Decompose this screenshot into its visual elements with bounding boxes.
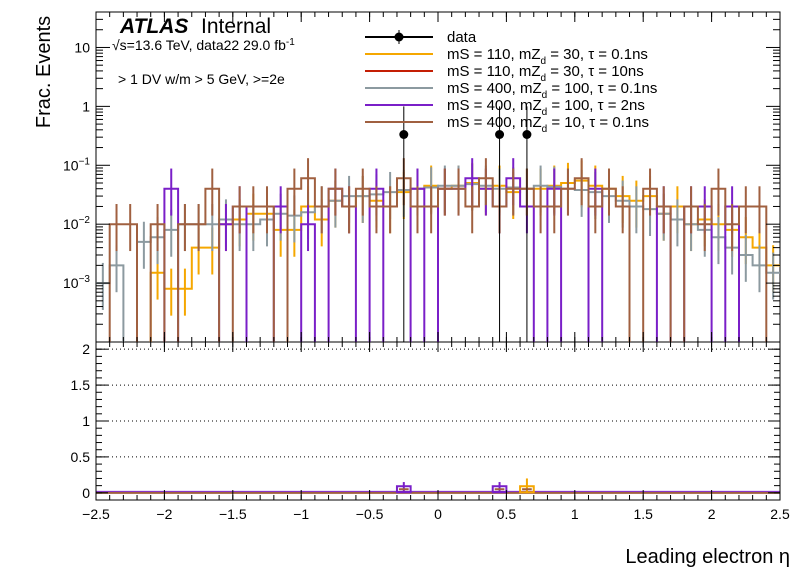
x-axis-title: Leading electron η (625, 546, 790, 568)
energy-label: √s=13.6 TeV, data22 29.0 fb-1 (112, 37, 295, 53)
ratio-marker-fill (522, 488, 532, 491)
legend-label: mS = 400, mZd = 10, τ = 0.1ns (447, 114, 649, 135)
histogram-layer (96, 106, 780, 342)
ratio-y-tick-label: 0.5 (71, 449, 91, 465)
energy-unit-exponent: -1 (286, 37, 295, 48)
legend-label: mS = 400, mZd = 100, τ = 2ns (447, 97, 645, 118)
ratio-y-tick-label: 2 (82, 341, 90, 357)
ratio-marker (491, 485, 508, 494)
x-tick-label: 0.5 (497, 506, 517, 522)
y-axis-title: Frac. Events (33, 16, 55, 128)
ratio-marker-fill (494, 488, 505, 491)
top-y-tick-label: 10−2 (63, 215, 90, 232)
atlas-label: ATLAS (119, 15, 188, 38)
x-tick-label: −0.5 (356, 506, 384, 522)
x-tick-label: −2 (156, 506, 172, 522)
legend-marker (394, 32, 404, 42)
top-y-tick-label: 10 (74, 39, 90, 55)
ratio-panel-frame (95, 341, 781, 501)
x-tick-label: −2.5 (82, 506, 110, 522)
x-tick-label: 2 (708, 506, 716, 522)
data-point (495, 130, 505, 140)
x-tick-label: 1.5 (633, 506, 653, 522)
ratio-y-tick-label: 0 (82, 485, 90, 501)
x-tick-label: 0 (434, 506, 442, 522)
axes-layer: −2.5 −2 −1.5 −1 −0.5 0 0.5 1 1.5 2 2.5 10−3 10−2 10−1… (63, 11, 790, 522)
x-tick-label: −1 (293, 506, 309, 522)
ratio-y-tick-label: 1.5 (71, 377, 91, 393)
legend-label: mS = 400, mZd = 100, τ = 0.1ns (447, 80, 657, 101)
legend-label: data (447, 29, 477, 46)
data-point (399, 130, 409, 140)
selection-label: > 1 DV w/m > 5 GeV, >=2e (118, 71, 285, 87)
x-tick-label: −1.5 (219, 506, 247, 522)
x-tick-label: 1 (571, 506, 579, 522)
ratio-marker (519, 485, 535, 494)
top-y-tick-label: 1 (82, 98, 90, 114)
x-tick-label: 2.5 (770, 506, 790, 522)
data-point (522, 130, 532, 140)
ratio-y-tick-label: 1 (82, 413, 90, 429)
atlas-sublabel: Internal (201, 15, 271, 38)
top-y-tick-label: 10−3 (63, 274, 90, 291)
top-y-tick-label: 10−1 (63, 156, 90, 173)
ratio-marker (395, 485, 412, 494)
ratio-layer (96, 348, 780, 494)
ratio-marker-fill (398, 488, 409, 491)
legend-label: mS = 110, mZd = 30, τ = 10ns (447, 63, 644, 84)
legend-label: mS = 110, mZd = 30, τ = 0.1ns (447, 46, 648, 67)
